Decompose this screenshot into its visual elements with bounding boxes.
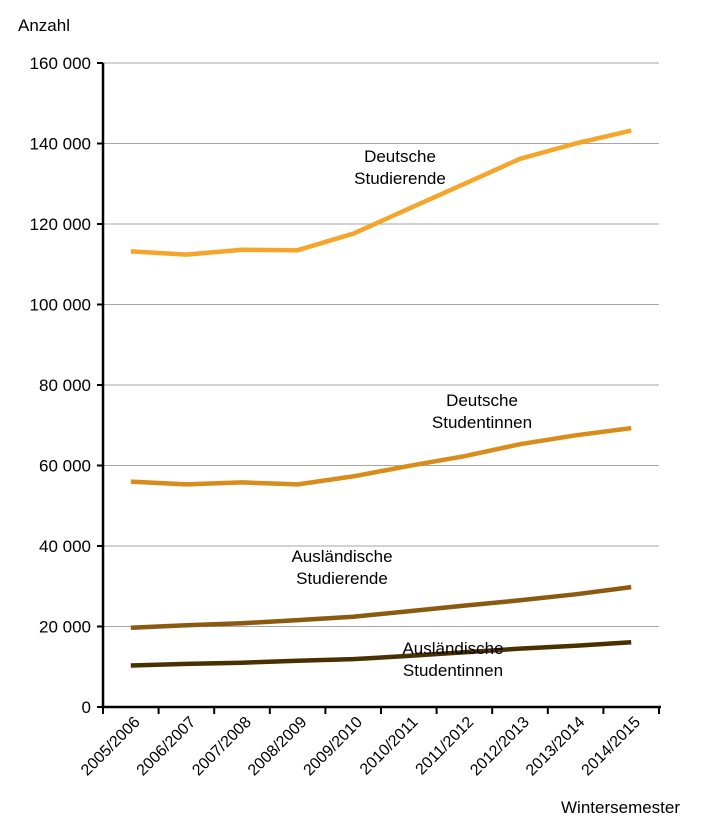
series-label: Ausländische Studierende — [291, 547, 392, 588]
series-label-line: Deutsche — [446, 391, 518, 410]
x-tick-label: 2009/2010 — [301, 714, 367, 780]
series-lines — [130, 128, 632, 668]
series-label-line: Studierende — [354, 169, 446, 188]
x-tick-label: 2008/2009 — [245, 714, 311, 780]
y-tick-label: 60 000 — [39, 457, 91, 476]
series-line — [130, 584, 632, 630]
series-label: Deutsche Studentinnen — [432, 391, 532, 432]
series-label-line: Studierende — [296, 569, 388, 588]
x-tick-label: 2013/2014 — [523, 714, 589, 780]
y-tick-label: 80 000 — [39, 376, 91, 395]
x-tick-labels: 2005/20062006/20072007/20082008/20092009… — [78, 707, 660, 780]
series-label: Deutsche Studierende — [354, 147, 446, 188]
y-tick-label: 160 000 — [30, 54, 91, 73]
x-axis-title: Wintersemester — [561, 798, 680, 817]
series-label-line: Studentinnen — [432, 413, 532, 432]
series-label: Ausländische Studentinnen — [402, 639, 503, 680]
series-line — [130, 639, 632, 668]
x-tick-label: 2005/2006 — [78, 714, 144, 780]
x-tick-label: 2010/2011 — [357, 714, 422, 779]
x-tick-label: 2014/2015 — [579, 714, 645, 780]
y-tick-label: 140 000 — [30, 135, 91, 154]
gridlines — [103, 62, 659, 627]
y-tick-labels: 0 20 000 40 000 60 000 80 000 100 000 120 000 1… — [30, 54, 103, 717]
y-tick-label: 40 000 — [39, 537, 91, 556]
y-tick-label: 120 000 — [30, 215, 91, 234]
series-label-line: Ausländische — [402, 639, 503, 658]
x-tick-label: 2006/2007 — [134, 714, 200, 780]
series-line — [130, 425, 632, 487]
y-tick-label: 20 000 — [39, 618, 91, 637]
y-tick-label: 100 000 — [30, 296, 91, 315]
x-tick-label: 2012/2013 — [467, 714, 533, 780]
y-axis-title: Anzahl — [18, 16, 70, 35]
series-label-line: Ausländische — [291, 547, 392, 566]
series-label-line: Deutsche — [364, 147, 436, 166]
x-tick-label: 2007/2008 — [189, 714, 255, 780]
y-tick-label: 0 — [82, 698, 91, 717]
series-label-line: Studentinnen — [403, 661, 503, 680]
series-line — [130, 128, 632, 257]
